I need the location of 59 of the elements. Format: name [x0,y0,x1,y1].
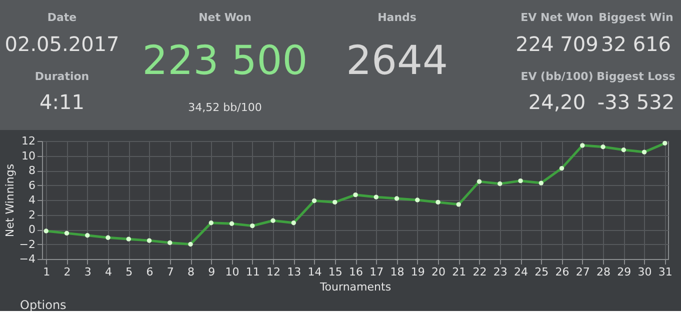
x-tick-label: 3 [84,266,92,278]
y-tick-label: 8 [28,164,36,177]
x-tick-label: 2 [64,266,71,278]
x-tick-label: 21 [452,266,466,278]
x-tick-label: 11 [246,266,260,278]
x-tick-label: 28 [596,266,611,278]
x-tick-label: 18 [390,266,404,278]
x-tick-label: 16 [349,266,364,278]
x-tick-label: 12 [266,266,281,278]
text: Date [47,11,77,24]
x-tick-label: 25 [534,266,549,278]
x-tick-label: 30 [638,266,652,278]
text: Net Won [198,11,252,24]
x-tick-label: 17 [370,266,384,278]
x-tick-label: 10 [225,266,240,278]
x-tick-label: 23 [493,266,508,278]
x-axis-title: Tournaments [318,280,392,294]
text: Duration [34,70,90,83]
x-tick-label: 27 [576,266,590,278]
text: EV (bb/100) [520,70,594,83]
x-tick-label: 5 [126,266,133,278]
y-tick-label: 10 [22,149,36,162]
text: Hands [378,11,417,24]
text: Biggest Win [598,11,674,24]
x-tick-label: 22 [472,266,487,278]
x-tick-label: 4 [105,266,112,278]
y-tick-label: −4 [19,252,36,266]
x-tick-label: 13 [287,266,302,278]
x-tick-label: 9 [208,266,216,278]
text: EV Net Won [520,11,594,24]
x-tick-label: 15 [328,266,342,278]
x-tick-label: 7 [166,266,174,278]
x-tick-label: 8 [188,266,195,278]
text: 24,20 [528,90,586,114]
y-tick-label: 0 [28,223,36,236]
text: 4:11 [40,90,84,114]
text: 2644 [346,38,448,84]
text: 34,52 bb/100 [188,101,262,114]
x-tick-label: 19 [410,266,425,278]
x-tick-label: 31 [658,266,672,278]
x-tick-label: 20 [432,266,446,278]
text: 02.05.2017 [4,32,120,56]
y-tick-label: −2 [19,238,36,251]
x-tick-label: 24 [514,266,528,278]
x-tick-label: 26 [555,266,570,278]
text: 223 500 [142,38,308,84]
text: 224 709 [516,32,598,56]
text: -33 532 [597,90,675,114]
y-tick-label: 4 [28,194,36,206]
x-tick-label: 29 [617,266,632,278]
y-tick-label: 2 [28,208,36,222]
text: 32 616 [601,32,671,56]
x-tick-label: 6 [146,266,154,278]
text: Biggest Loss [596,70,676,83]
x-tick-label: 14 [308,266,322,278]
x-tick-label: 1 [43,266,50,278]
y-tick-label: 12 [22,134,36,148]
y-axis-title: Net Winnings [3,164,16,238]
y-tick-label: 6 [28,178,36,192]
